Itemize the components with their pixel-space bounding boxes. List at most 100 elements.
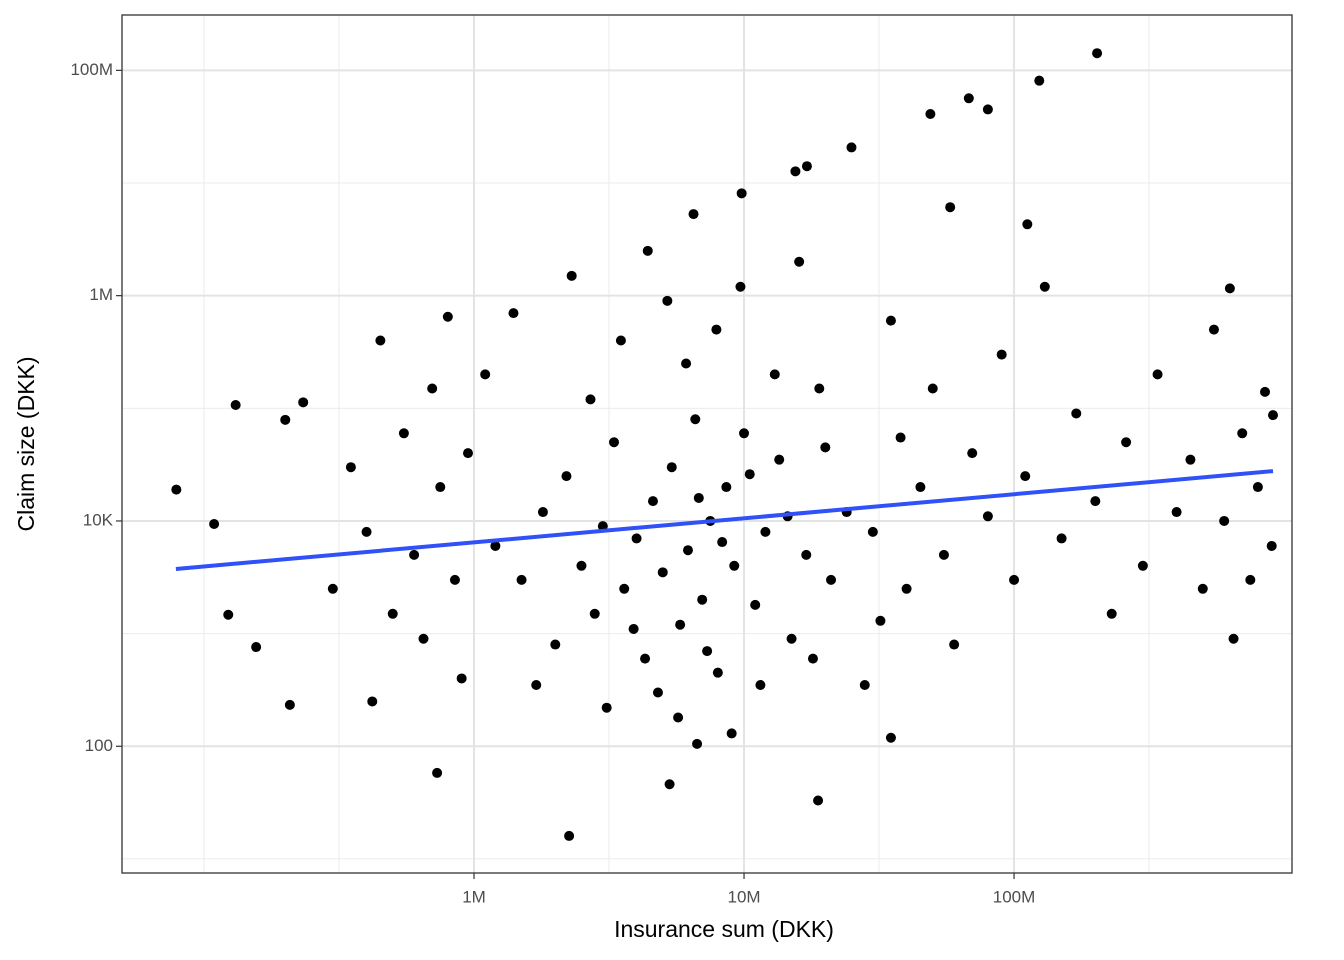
point (1224, 283, 1235, 294)
point (739, 428, 750, 439)
point (1252, 482, 1263, 493)
point (576, 560, 587, 571)
point (885, 732, 896, 743)
point (702, 646, 713, 657)
point (945, 202, 956, 213)
point (875, 615, 886, 626)
point (1039, 281, 1050, 292)
point (597, 521, 608, 532)
point (657, 567, 668, 578)
point (769, 369, 780, 380)
point (1009, 574, 1020, 585)
axes: 1M 10M 100M 100 10K 1M 100M (70, 60, 1035, 907)
point (925, 108, 936, 119)
point (807, 653, 818, 664)
point (1022, 219, 1033, 230)
point (1185, 454, 1196, 465)
point (564, 830, 575, 841)
point (982, 511, 993, 522)
point (801, 549, 812, 560)
point (230, 400, 241, 411)
x-tick-label: 1M (462, 887, 486, 906)
trend-line (175, 469, 1274, 571)
point (760, 526, 771, 537)
point (1197, 583, 1208, 594)
point (223, 609, 234, 620)
point (418, 633, 429, 644)
point (1106, 608, 1117, 619)
point (846, 142, 857, 153)
y-axis-title: Claim size (DKK) (13, 356, 39, 531)
point (717, 537, 728, 548)
point (963, 93, 974, 104)
point (442, 311, 453, 322)
point (801, 161, 812, 172)
point (735, 281, 746, 292)
point (367, 696, 378, 707)
point (387, 608, 398, 619)
plot-background (122, 15, 1292, 873)
point (697, 594, 708, 605)
point (673, 712, 684, 723)
y-tick-label: 100 (85, 736, 113, 755)
point (361, 526, 372, 537)
point (480, 369, 491, 380)
point (1266, 540, 1277, 551)
point (1171, 507, 1182, 518)
point (561, 471, 572, 482)
x-axis-title: Insurance sum (DKK) (614, 916, 834, 942)
point (744, 469, 755, 480)
point (721, 482, 732, 493)
point (927, 383, 938, 394)
point (1092, 48, 1103, 59)
point (1137, 560, 1148, 571)
point (967, 448, 978, 459)
point (398, 428, 409, 439)
point (609, 437, 620, 448)
point (736, 188, 747, 199)
point (681, 358, 692, 369)
point (662, 295, 673, 306)
point (628, 623, 639, 634)
point (675, 619, 686, 630)
point (449, 574, 460, 585)
point (729, 560, 740, 571)
point (432, 767, 443, 778)
point (982, 104, 993, 115)
point (938, 549, 949, 560)
point (915, 482, 926, 493)
point (726, 728, 737, 739)
point (786, 633, 797, 644)
point (901, 583, 912, 594)
point (409, 549, 420, 560)
marks (171, 48, 1279, 841)
point (820, 442, 831, 453)
point (666, 462, 677, 473)
point (456, 673, 467, 684)
point (298, 397, 309, 408)
point (790, 166, 801, 177)
point (516, 574, 527, 585)
point (537, 507, 548, 518)
point (688, 209, 699, 220)
point (712, 667, 723, 678)
point (682, 545, 693, 556)
point (1020, 471, 1031, 482)
point (280, 414, 291, 425)
point (647, 496, 658, 507)
point (755, 679, 766, 690)
point (826, 574, 837, 585)
point (327, 583, 338, 594)
point (640, 653, 651, 664)
point (1245, 574, 1256, 585)
point (585, 394, 596, 405)
point (435, 482, 446, 493)
point (1056, 533, 1067, 544)
point (566, 270, 577, 281)
y-tick-label: 100M (70, 60, 113, 79)
plot-border (121, 14, 1293, 874)
point (1208, 324, 1219, 335)
point (1071, 408, 1082, 419)
point (1152, 369, 1163, 380)
